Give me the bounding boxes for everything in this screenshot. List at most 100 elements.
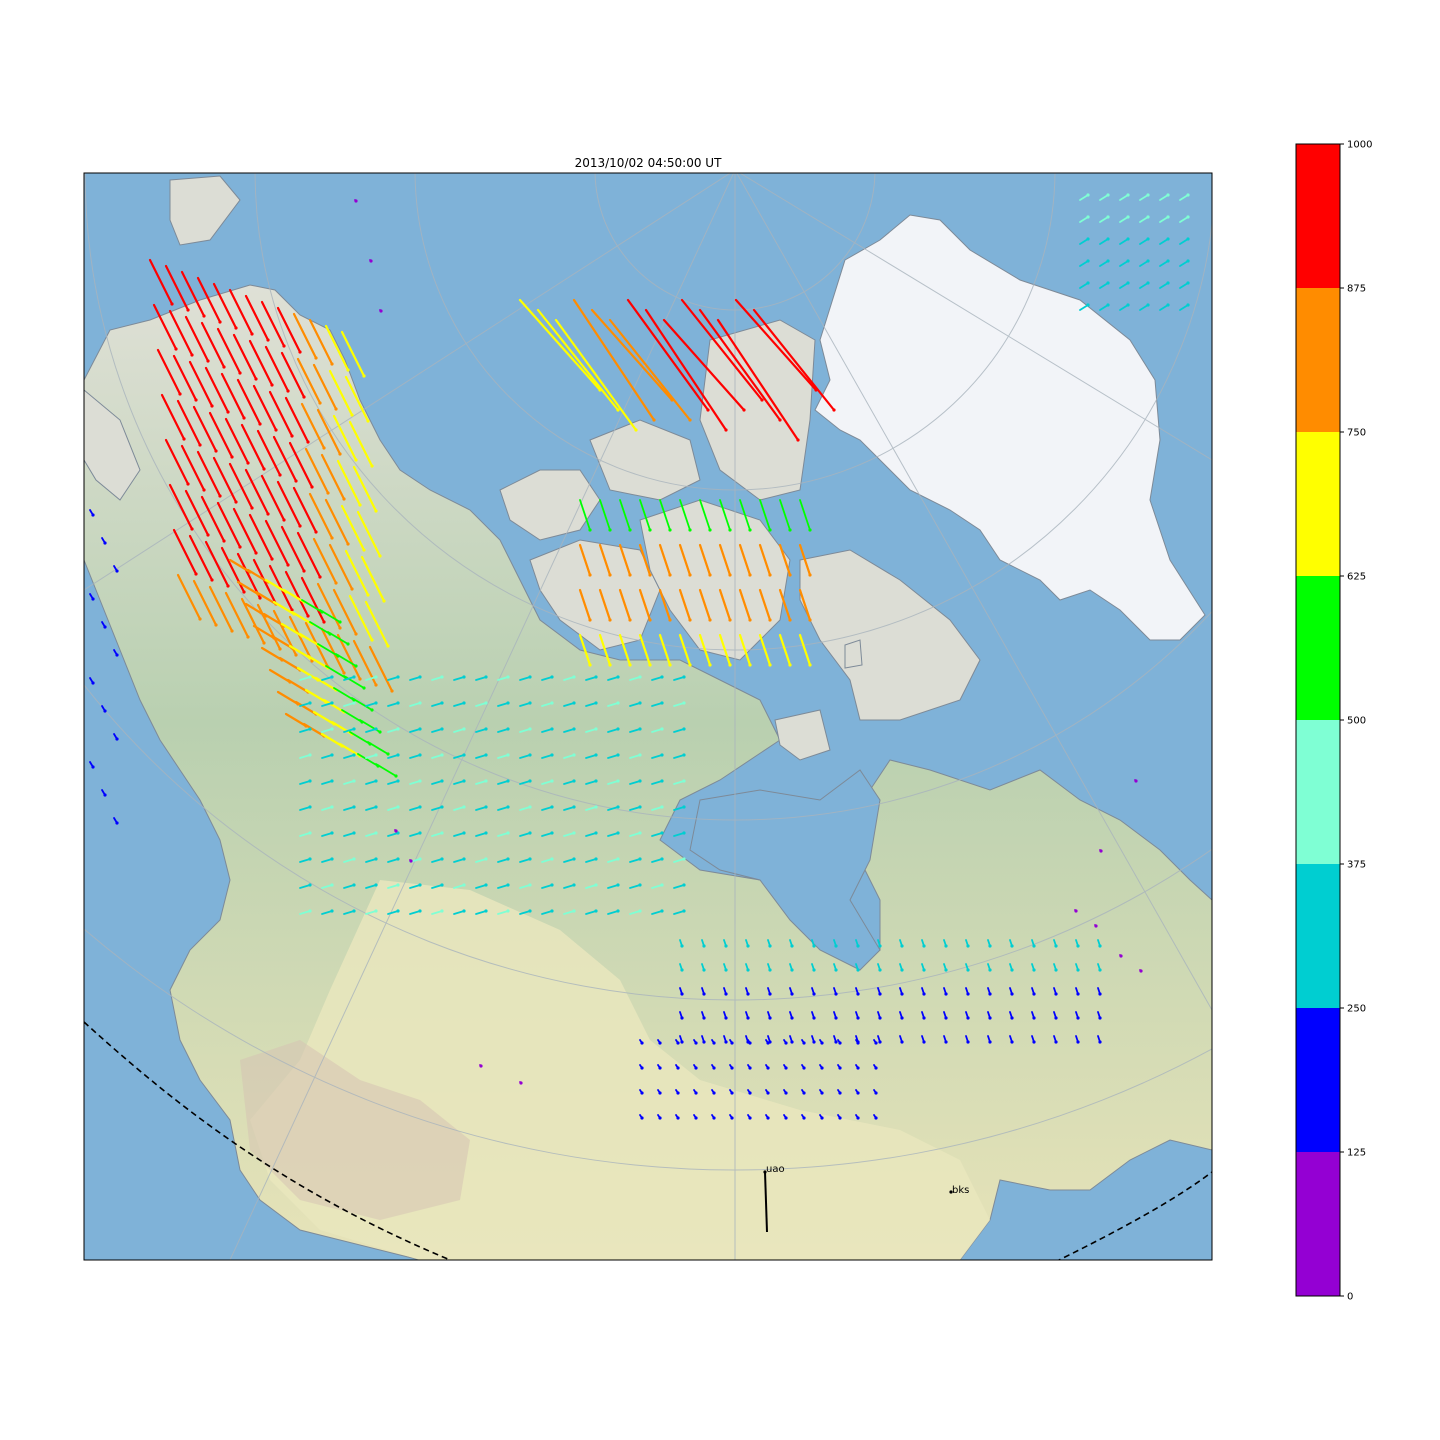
velocity-vector (541, 676, 553, 681)
velocity-vector-head (250, 506, 254, 510)
velocity-vector-head (922, 1040, 926, 1044)
velocity-vector-head (1086, 215, 1090, 219)
velocity-vector (409, 832, 421, 837)
velocity-vector-head (660, 675, 664, 679)
velocity-vector-head (550, 701, 554, 705)
velocity-vector (644, 308, 728, 432)
velocity-vector (497, 806, 509, 811)
velocity-vector-head (878, 1016, 882, 1020)
velocity-vector-head (218, 494, 222, 498)
velocity-vector (344, 375, 370, 423)
velocity-vector (321, 884, 333, 889)
velocity-vector (758, 588, 772, 622)
velocity-vector-head (874, 1066, 878, 1070)
velocity-vector (607, 676, 619, 681)
velocity-vector (662, 318, 746, 412)
velocity-vector-head (334, 407, 338, 411)
velocity-vector-head (462, 753, 466, 757)
velocity-vector-head (1106, 259, 1110, 263)
velocity-vector-head (374, 727, 378, 731)
velocity-vector-head (258, 596, 262, 600)
velocity-vector (280, 525, 306, 573)
velocity-vector-head (572, 831, 576, 835)
velocity-vector-head (182, 437, 186, 441)
colorbar-segment (1296, 720, 1340, 864)
velocity-vector-head (1106, 215, 1110, 219)
velocity-vector-head (484, 701, 488, 705)
velocity-vector-head (682, 779, 686, 783)
velocity-vector (698, 543, 712, 577)
velocity-vector-head (550, 805, 554, 809)
velocity-vector-head (322, 446, 326, 450)
velocity-vector-head (802, 1041, 806, 1045)
velocity-vector-head (1094, 924, 1098, 928)
velocity-vector-head (784, 1091, 788, 1095)
velocity-vector (330, 720, 354, 736)
velocity-vector-head (226, 584, 230, 588)
velocity-vector-head (178, 392, 182, 396)
velocity-vector-head (186, 482, 190, 486)
velocity-vector-head (668, 528, 672, 532)
velocity-vector-head (682, 753, 686, 757)
velocity-vector-head (838, 1041, 842, 1045)
velocity-vector-head (638, 857, 642, 861)
velocity-vector-head (648, 618, 652, 622)
velocity-vector (453, 780, 465, 785)
velocity-vector-head (1076, 1016, 1080, 1020)
velocity-vector-head (900, 1040, 904, 1044)
velocity-vector-head (712, 1066, 716, 1070)
velocity-vector-head (588, 618, 592, 622)
velocity-vector-head (354, 664, 358, 668)
velocity-vector-head (588, 663, 592, 667)
velocity-vector-head (418, 779, 422, 783)
velocity-vector (475, 832, 487, 837)
velocity-vector-head (788, 618, 792, 622)
velocity-vector (180, 444, 206, 492)
velocity-vector (220, 372, 246, 420)
velocity-vector-head (506, 909, 510, 913)
velocity-vector (204, 540, 230, 588)
velocity-vector-head (308, 805, 312, 809)
velocity-vector-head (354, 458, 358, 462)
velocity-vector-head (1054, 992, 1058, 996)
velocity-vector (365, 728, 377, 733)
velocity-vector-head (186, 308, 190, 312)
velocity-vector-head (682, 727, 686, 731)
velocity-vector-head (352, 805, 356, 809)
velocity-vector-head (660, 753, 664, 757)
velocity-vector (629, 858, 641, 863)
velocity-vector (409, 754, 421, 759)
velocity-vector-head (802, 1091, 806, 1095)
velocity-vectors (89, 193, 1190, 1120)
velocity-vector-head (1098, 1040, 1102, 1044)
velocity-vector-head (330, 883, 334, 887)
velocity-vector-head (784, 1116, 788, 1120)
velocity-vector (324, 324, 350, 372)
velocity-vector-head (682, 909, 686, 913)
velocity-vector (798, 633, 812, 667)
velocity-vector-head (330, 857, 334, 861)
velocity-vector (431, 676, 443, 681)
velocity-vector-head (988, 1016, 992, 1020)
velocity-vector (312, 363, 338, 411)
velocity-vector-head (362, 374, 366, 378)
velocity-vector-head (682, 701, 686, 705)
velocity-vector (453, 676, 465, 681)
station-bks-label: bks (952, 1185, 969, 1196)
velocity-vector-head (374, 909, 378, 913)
velocity-vector (336, 633, 362, 681)
velocity-vector-head (702, 1040, 706, 1044)
velocity-vector-head (230, 455, 234, 459)
velocity-vector (338, 742, 362, 758)
velocity-vector-head (396, 727, 400, 731)
velocity-vector (607, 910, 619, 915)
velocity-vector-head (900, 968, 904, 972)
velocity-vector (264, 578, 288, 594)
velocity-vector (599, 499, 611, 531)
velocity-vector (348, 420, 374, 468)
velocity-vector-head (688, 528, 692, 532)
velocity-vector (798, 588, 812, 622)
velocity-vector (320, 453, 346, 501)
velocity-vector-head (330, 727, 334, 731)
velocity-vector-head (506, 753, 510, 757)
